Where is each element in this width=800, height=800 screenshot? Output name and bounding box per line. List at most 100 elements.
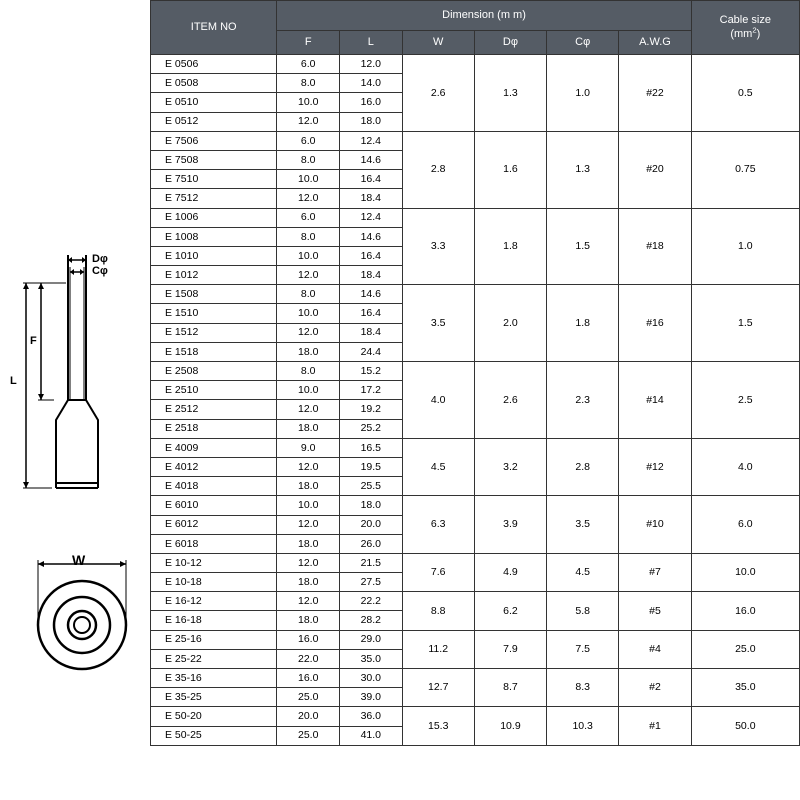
cell: E 1508: [151, 285, 277, 304]
cell: E 10-12: [151, 553, 277, 572]
w-label: W: [72, 552, 85, 568]
table-row: E 05066.012.02.61.31.0#220.5: [151, 55, 800, 74]
cell: E 4009: [151, 438, 277, 457]
cell: 1.6: [474, 131, 546, 208]
cell: 16.4: [340, 246, 403, 265]
cell: 27.5: [340, 573, 403, 592]
cell: #22: [619, 55, 691, 132]
cell: 8.0: [277, 227, 340, 246]
cell: 20.0: [340, 515, 403, 534]
cell: 6.3: [402, 496, 474, 554]
cell: 18.0: [277, 419, 340, 438]
cell: 10.0: [277, 381, 340, 400]
cell: 1.5: [547, 208, 619, 285]
cell: 4.0: [691, 438, 799, 496]
cell: 3.9: [474, 496, 546, 554]
cell: 10.0: [277, 246, 340, 265]
cell: #1: [619, 707, 691, 745]
cell: 8.0: [277, 285, 340, 304]
th-c: Cφ: [547, 31, 619, 55]
cell: 25.2: [340, 419, 403, 438]
cell: 10.0: [691, 553, 799, 591]
cell: 11.2: [402, 630, 474, 668]
cell: 25.0: [277, 688, 340, 707]
cell: 2.6: [474, 362, 546, 439]
cell: 24.4: [340, 342, 403, 361]
cell: 8.0: [277, 362, 340, 381]
cell: E 0506: [151, 55, 277, 74]
th-l: L: [340, 31, 403, 55]
cell: #2: [619, 669, 691, 707]
cell: 8.3: [547, 669, 619, 707]
cell: 16.5: [340, 438, 403, 457]
cell: E 2518: [151, 419, 277, 438]
cell: #20: [619, 131, 691, 208]
cell: 12.0: [277, 457, 340, 476]
cell: E 1518: [151, 342, 277, 361]
cell: 12.0: [277, 112, 340, 131]
cell: 21.5: [340, 553, 403, 572]
cell: E 1012: [151, 266, 277, 285]
cell: E 1512: [151, 323, 277, 342]
cell: 12.4: [340, 131, 403, 150]
cell: 10.9: [474, 707, 546, 745]
cell: 25.0: [277, 726, 340, 745]
cell: 18.0: [277, 342, 340, 361]
cell: 12.0: [277, 189, 340, 208]
cell: E 16-18: [151, 611, 277, 630]
cell: E 2508: [151, 362, 277, 381]
cell: 12.0: [340, 55, 403, 74]
th-dim: Dimension (m m): [277, 1, 691, 31]
cell: E 0510: [151, 93, 277, 112]
cell: #10: [619, 496, 691, 554]
cell: E 1510: [151, 304, 277, 323]
table-row: E 40099.016.54.53.22.8#124.0: [151, 438, 800, 457]
cell: 12.4: [340, 208, 403, 227]
cell: 7.9: [474, 630, 546, 668]
table-row: E 50-2020.036.015.310.910.3#150.0: [151, 707, 800, 726]
cell: E 25-22: [151, 649, 277, 668]
cell: 10.0: [277, 304, 340, 323]
cell: 14.6: [340, 227, 403, 246]
cell: 0.5: [691, 55, 799, 132]
cell: E 0512: [151, 112, 277, 131]
cell: 2.6: [402, 55, 474, 132]
cell: 6.2: [474, 592, 546, 630]
cell: E 1008: [151, 227, 277, 246]
cell: #12: [619, 438, 691, 496]
cell: 16.4: [340, 304, 403, 323]
cell: 16.0: [340, 93, 403, 112]
cell: 2.5: [691, 362, 799, 439]
cell: #4: [619, 630, 691, 668]
cell: E 7510: [151, 170, 277, 189]
cell: 1.5: [691, 285, 799, 362]
cell: 15.3: [402, 707, 474, 745]
cell: 18.0: [277, 611, 340, 630]
cell: 1.8: [547, 285, 619, 362]
cell: 8.0: [277, 74, 340, 93]
table-row: E 25088.015.24.02.62.3#142.5: [151, 362, 800, 381]
cell: 8.7: [474, 669, 546, 707]
f-label: F: [30, 335, 37, 347]
cell: 18.4: [340, 189, 403, 208]
cell: #18: [619, 208, 691, 285]
th-w: W: [402, 31, 474, 55]
spec-table: ITEM NO Dimension (m m) Cable size (mm2)…: [150, 0, 800, 746]
cell: E 35-25: [151, 688, 277, 707]
cell: 5.8: [547, 592, 619, 630]
cell: 12.7: [402, 669, 474, 707]
cell: 16.0: [691, 592, 799, 630]
cell: 3.5: [547, 496, 619, 554]
cell: 16.0: [277, 669, 340, 688]
cell: 7.6: [402, 553, 474, 591]
cell: E 4018: [151, 477, 277, 496]
cell: E 6012: [151, 515, 277, 534]
table-row: E 15088.014.63.52.01.8#161.5: [151, 285, 800, 304]
cell: 12.0: [277, 323, 340, 342]
th-awg: A.W.G: [619, 31, 691, 55]
cell: E 35-16: [151, 669, 277, 688]
cell: 18.0: [340, 496, 403, 515]
cell: 14.6: [340, 285, 403, 304]
cell: 1.8: [474, 208, 546, 285]
cell: 18.4: [340, 323, 403, 342]
